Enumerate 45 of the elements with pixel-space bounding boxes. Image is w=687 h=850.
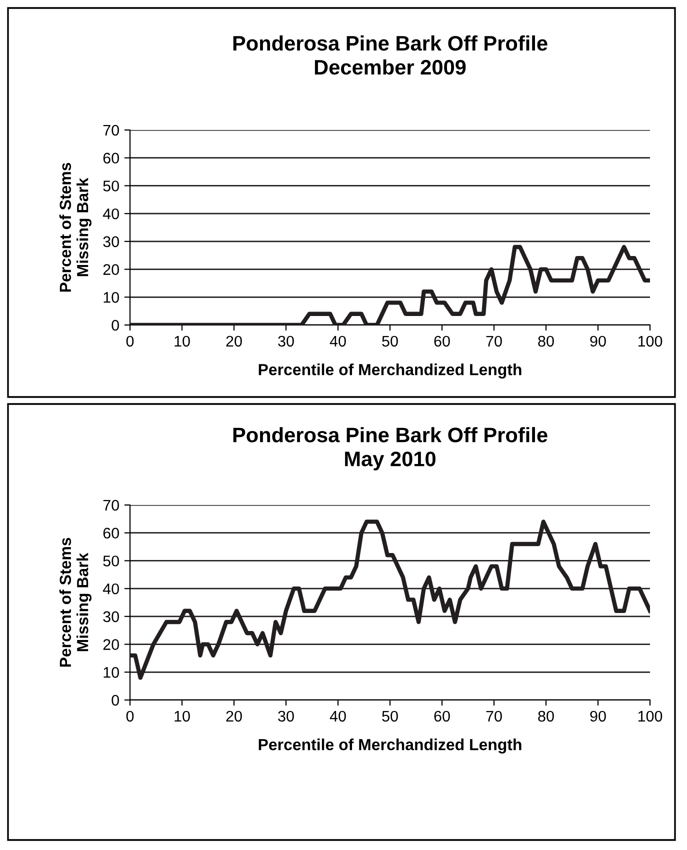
x-tick-label: 0: [126, 710, 134, 722]
x-tick-label: 30: [278, 336, 294, 347]
y-tick-label: 50: [103, 556, 119, 566]
x-tick-label: 50: [382, 710, 398, 722]
x-tick-label: 0: [126, 336, 134, 347]
y-tick-label: 50: [103, 180, 119, 192]
y-tick-label: 40: [102, 208, 119, 220]
y-tick-label: 60: [103, 528, 119, 539]
x-axis-title: Percentile of Merchandized Length: [258, 738, 522, 754]
y-tick-label: 20: [103, 639, 119, 650]
y-tick-label: 10: [104, 667, 119, 678]
x-tick-label: 100: [638, 336, 662, 347]
x-tick-label: 50: [382, 336, 398, 347]
x-tick-label: 60: [434, 336, 450, 347]
chart-title: Ponderosa Pine Bark Off Profile May 2010: [233, 427, 548, 470]
y-tick-label: 0: [112, 694, 119, 706]
y-axis-title: Percent of Stems Missing Bark: [59, 162, 92, 292]
y-tick-label: 70: [103, 124, 119, 136]
y-tick-label: 30: [103, 611, 119, 622]
x-tick-label: 20: [226, 710, 242, 722]
y-axis-title: Percent of Stems Missing Bark: [59, 538, 92, 667]
x-tick-label: 40: [330, 710, 346, 722]
x-tick-label: 80: [538, 336, 554, 347]
y-tick-label: 10: [104, 292, 119, 303]
y-tick-label: 20: [103, 264, 119, 275]
x-tick-label: 90: [590, 710, 606, 722]
x-tick-label: 10: [174, 336, 190, 347]
y-tick-label: 30: [103, 236, 119, 248]
x-tick-label: 60: [434, 710, 450, 722]
y-tick-label: 0: [112, 320, 119, 331]
x-tick-label: 70: [486, 710, 502, 722]
line-series: [130, 520, 650, 680]
y-tick-label: 40: [102, 583, 119, 594]
x-tick-label: 80: [538, 710, 554, 722]
y-tick-label: 60: [103, 152, 119, 164]
x-tick-label: 20: [226, 336, 242, 347]
x-tick-label: 90: [590, 336, 606, 347]
x-tick-label: 100: [638, 710, 662, 722]
x-tick-label: 40: [330, 336, 346, 347]
x-axis-title: Percentile of Merchandized Length: [258, 364, 522, 379]
chart-title: Ponderosa Pine Bark Off Profile December 2009: [233, 35, 548, 75]
y-tick-label: 70: [103, 500, 119, 511]
x-tick-label: 70: [486, 336, 502, 347]
x-tick-label: 10: [174, 710, 190, 722]
x-tick-label: 30: [278, 710, 294, 722]
